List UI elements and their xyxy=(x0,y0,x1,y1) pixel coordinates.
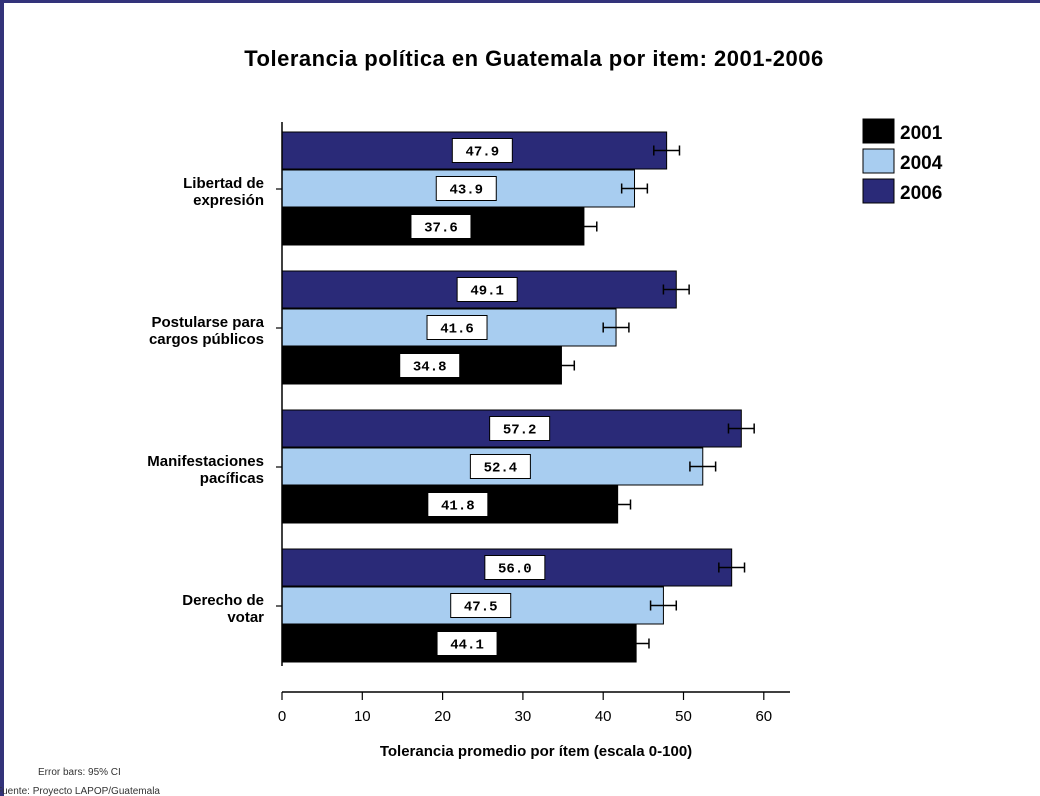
value-label-box-2004-2 xyxy=(469,454,531,479)
x-tick-label-2: 20 xyxy=(434,708,451,725)
category-label-3-1: votar xyxy=(227,609,264,626)
category-label-3-0: Derecho de xyxy=(182,592,264,609)
x-tick-label-6: 60 xyxy=(755,708,772,725)
category-label-1-0: Postularse para xyxy=(151,314,264,331)
value-label-2006-3: 56.0 xyxy=(498,562,532,578)
value-label-2006-1: 49.1 xyxy=(470,284,504,300)
category-label-2-1: pacíficas xyxy=(200,470,264,487)
legend: 2001 2004 2006 xyxy=(862,118,943,204)
value-label-2004-0: 43.9 xyxy=(449,183,483,199)
source-note: Fuente: Proyecto LAPOP/Guatemala xyxy=(0,786,160,796)
value-label-box-2001-3 xyxy=(436,631,498,656)
error-bars-note: Error bars: 95% CI xyxy=(38,767,121,778)
legend-swatch-2001 xyxy=(862,118,895,144)
legend-swatch-2006 xyxy=(862,178,895,204)
legend-label-2004: 2004 xyxy=(900,153,943,174)
value-label-box-2001-1 xyxy=(399,353,461,378)
x-tick-label-0: 0 xyxy=(278,708,286,725)
value-label-2006-2: 57.2 xyxy=(503,423,537,439)
value-label-2004-1: 41.6 xyxy=(440,322,474,338)
value-label-box-2006-0 xyxy=(451,138,513,163)
chart-title: Tolerancia política en Guatemala por ite… xyxy=(244,46,823,71)
legend-label-2001: 2001 xyxy=(900,123,943,144)
value-label-2001-2: 41.8 xyxy=(441,499,475,515)
category-label-0-0: Libertad de xyxy=(183,175,264,192)
value-label-box-2006-3 xyxy=(484,555,546,580)
value-label-2001-3: 44.1 xyxy=(450,638,484,654)
category-label-1-1: cargos públicos xyxy=(149,331,264,348)
value-label-box-2001-2 xyxy=(427,492,489,517)
category-label-2-0: Manifestaciones xyxy=(147,453,264,470)
bars-layer: 47.9 43.9 37.6 49.1 41.6 34.8 57.2 52.4 41.8 56.0… xyxy=(281,131,755,663)
value-label-box-2004-0 xyxy=(435,176,497,201)
x-tick-label-1: 10 xyxy=(354,708,371,725)
legend-swatch-2004 xyxy=(862,148,895,174)
value-label-2001-1: 34.8 xyxy=(413,360,447,376)
x-tick-label-5: 50 xyxy=(675,708,692,725)
value-label-2001-0: 37.6 xyxy=(424,221,458,237)
x-axis-label: Tolerancia promedio por ítem (escala 0-1… xyxy=(380,743,692,760)
x-tick-label-4: 40 xyxy=(595,708,612,725)
value-label-box-2006-1 xyxy=(456,277,518,302)
category-label-0-1: expresión xyxy=(193,192,264,209)
value-label-box-2004-3 xyxy=(450,593,512,618)
value-label-box-2001-0 xyxy=(410,214,472,239)
x-tick-label-3: 30 xyxy=(515,708,532,725)
value-label-box-2006-2 xyxy=(489,416,551,441)
value-label-2004-3: 47.5 xyxy=(464,600,498,616)
legend-label-2006: 2006 xyxy=(900,183,942,204)
value-label-2004-2: 52.4 xyxy=(484,461,518,477)
value-label-2006-0: 47.9 xyxy=(466,145,500,161)
value-label-box-2004-1 xyxy=(426,315,488,340)
